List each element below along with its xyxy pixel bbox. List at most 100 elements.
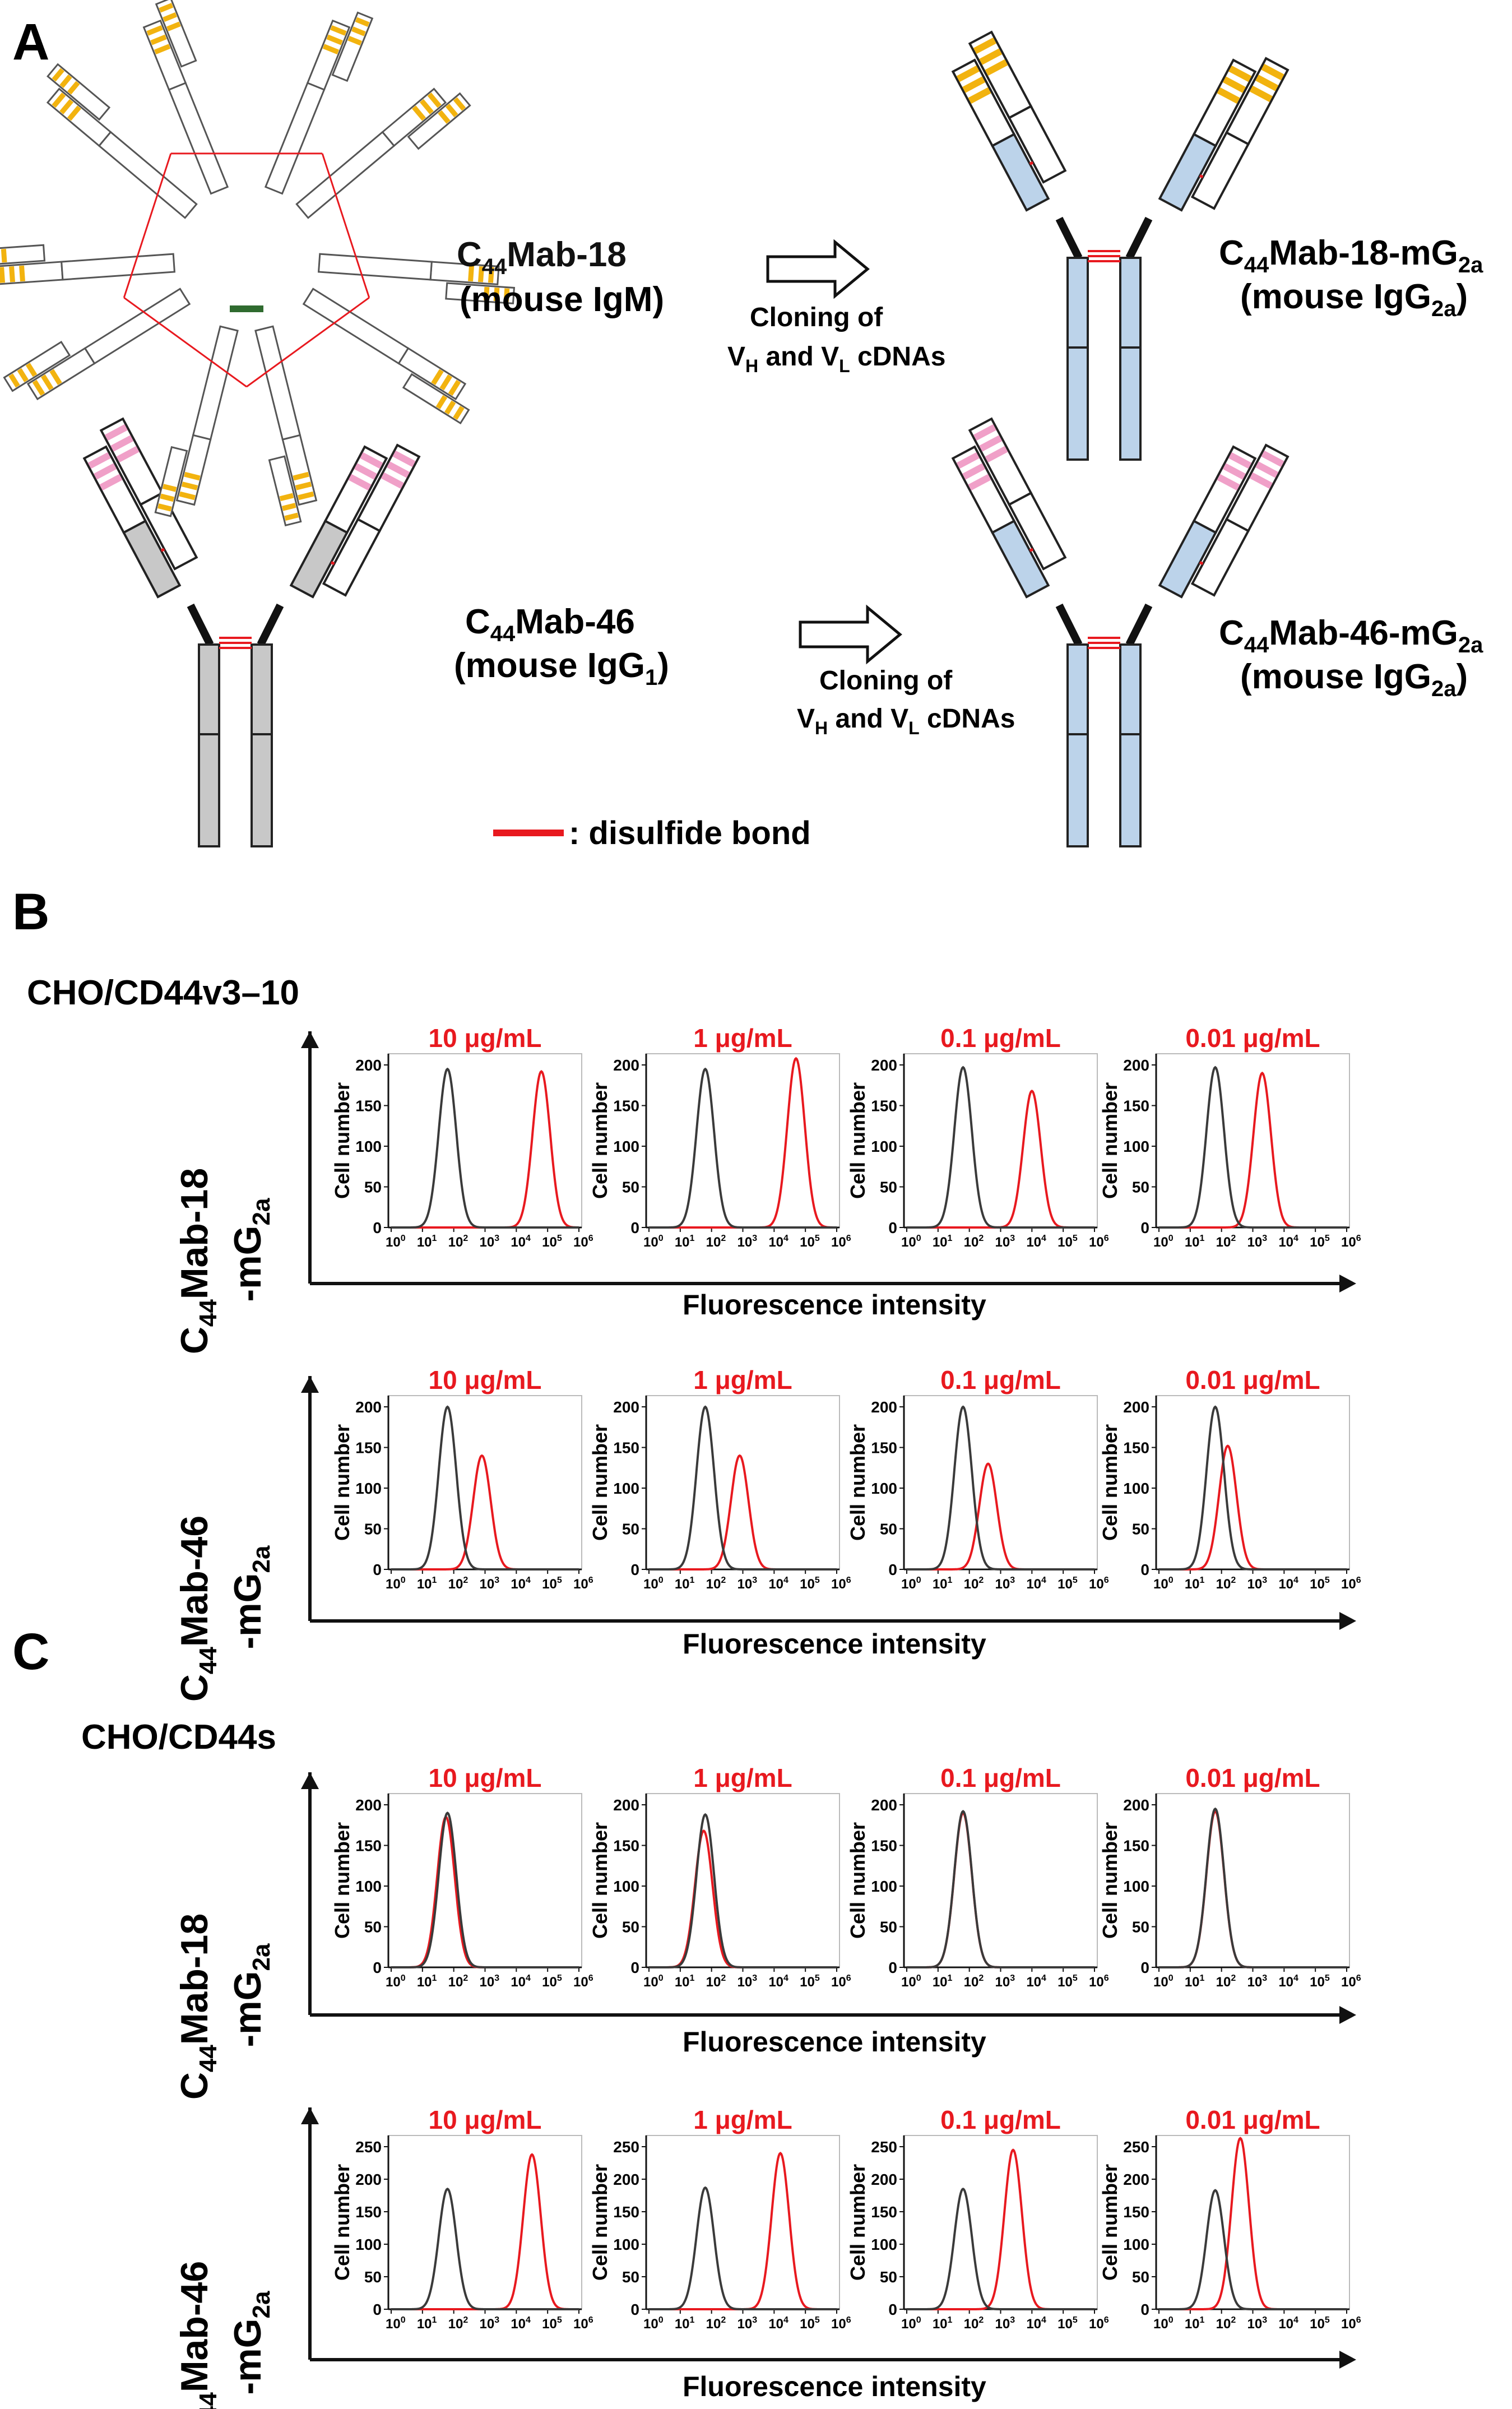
row-label-part: Mab-46 (173, 2261, 216, 2392)
light-chain-cl (1008, 491, 1067, 571)
disulfide-bond (1199, 174, 1204, 179)
cloning-1-line2: VH and VL cDNAs (727, 342, 945, 376)
x-tick-base: 10 (542, 1235, 557, 1250)
antibody-igg (951, 417, 1290, 847)
j-chain (230, 305, 263, 312)
x-tick-base: 10 (933, 1577, 948, 1592)
y-tick-label: 100 (613, 1878, 639, 1895)
x-tick-base: 10 (1341, 1975, 1356, 1990)
y-tick-label: 150 (613, 1837, 639, 1855)
x-tick-base: 10 (995, 1975, 1010, 1990)
y-tick-label: 200 (871, 1796, 897, 1814)
arrow-right-icon (1339, 2351, 1356, 2369)
row-label-part: 44 (194, 1299, 222, 1327)
igm-ch (254, 325, 302, 441)
x-tick-exponent: 6 (846, 1973, 851, 1983)
cdr-band (49, 369, 62, 386)
x-tick-base: 10 (768, 1235, 783, 1250)
x-tick-base: 10 (995, 2317, 1010, 2332)
x-tick-base: 10 (386, 1235, 401, 1250)
concentration-label: 10 μg/mL (429, 1023, 542, 1053)
light-chain-cl (139, 491, 198, 571)
x-tick-base: 10 (768, 2317, 783, 2332)
x-tick-label: 104 (511, 1576, 531, 1592)
control-histogram (1159, 2189, 1347, 2310)
y-axis-label: Cell number (846, 2164, 869, 2281)
x-tick-exponent: 1 (432, 1973, 437, 1983)
x-tick-base: 10 (933, 1235, 948, 1250)
cdr-band (439, 374, 452, 391)
disulfide-bond (321, 153, 370, 298)
x-tick-label: 106 (1089, 1234, 1109, 1250)
disulfide-bond (123, 153, 172, 298)
x-tick-base: 10 (901, 1577, 916, 1592)
x-axis-label: Fluorescence intensity (683, 2026, 986, 2058)
cdr-band (282, 503, 296, 511)
x-tick-base: 10 (542, 1577, 557, 1592)
x-tick-base: 10 (1058, 2317, 1073, 2332)
x-tick-exponent: 6 (846, 1576, 851, 1585)
x-tick-base: 10 (1185, 1975, 1200, 1990)
x-tick-label: 103 (995, 2315, 1015, 2332)
ab1-new-isotype: (mouse IgG2a) (1240, 277, 1468, 321)
arrow-up-icon (301, 1031, 319, 1048)
cdr-band (59, 99, 74, 114)
x-tick-base: 10 (386, 1577, 401, 1592)
x-tick-label: 106 (831, 1234, 851, 1250)
row-label-antibody: C44Mab-18 (173, 1168, 222, 1354)
x-tick-label: 101 (675, 1576, 695, 1592)
igm-vl (3, 340, 71, 392)
cell-line-c-label: CHO/CD44s (81, 1718, 276, 1757)
x-tick-label: 105 (1310, 1234, 1330, 1250)
cdr-band (355, 17, 370, 27)
cdr-band (956, 452, 980, 469)
plot-frame (903, 1395, 1098, 1570)
x-tick-label: 103 (480, 1234, 500, 1250)
hinge (1055, 216, 1153, 260)
cdr-band (435, 395, 448, 410)
x-tick-exponent: 2 (978, 2315, 984, 2325)
x-tick-base: 10 (1310, 1577, 1325, 1592)
y-tick-label: 200 (1123, 2171, 1149, 2188)
y-axis-label: Cell number (1098, 1424, 1121, 1541)
x-tick-label: 104 (1026, 1576, 1046, 1592)
x-tick-exponent: 0 (401, 1973, 406, 1983)
x-tick-label: 101 (933, 2315, 953, 2332)
cdr-band (9, 266, 15, 282)
plot-frame (388, 2135, 582, 2310)
x-tick-exponent: 6 (1356, 2315, 1361, 2325)
x-tick-label: 104 (1278, 1576, 1298, 1592)
x-tick-label: 102 (964, 1576, 984, 1592)
x-tick-label: 100 (643, 1234, 664, 1250)
cdr-band (360, 452, 383, 469)
x-tick-exponent: 5 (1325, 1576, 1330, 1585)
x-tick-exponent: 4 (1041, 1973, 1046, 1983)
y-tick-label: 200 (1123, 1057, 1149, 1074)
x-tick-base: 10 (448, 1577, 463, 1592)
x-tick-base: 10 (831, 1577, 846, 1592)
cdr-band (41, 374, 54, 391)
x-tick-label: 106 (831, 1973, 851, 1990)
concentration-label: 0.01 μg/mL (1185, 2105, 1320, 2134)
y-tick-label: 150 (871, 1439, 897, 1457)
x-tick-label: 100 (386, 1973, 406, 1990)
y-tick-label: 200 (1123, 1398, 1149, 1416)
cdr-band (1217, 87, 1240, 104)
cdr-band (1249, 85, 1273, 103)
y-tick-label: 50 (622, 1179, 639, 1196)
x-tick-exponent: 1 (690, 1576, 695, 1585)
x-tick-exponent: 0 (658, 2315, 664, 2325)
igm-vh (0, 261, 64, 285)
fab-arm (82, 417, 198, 599)
y-tick-label: 50 (1132, 1919, 1149, 1936)
x-tick-label: 100 (901, 2315, 921, 2332)
igm-vl (47, 63, 111, 121)
arrow-up-icon (301, 2107, 319, 2124)
